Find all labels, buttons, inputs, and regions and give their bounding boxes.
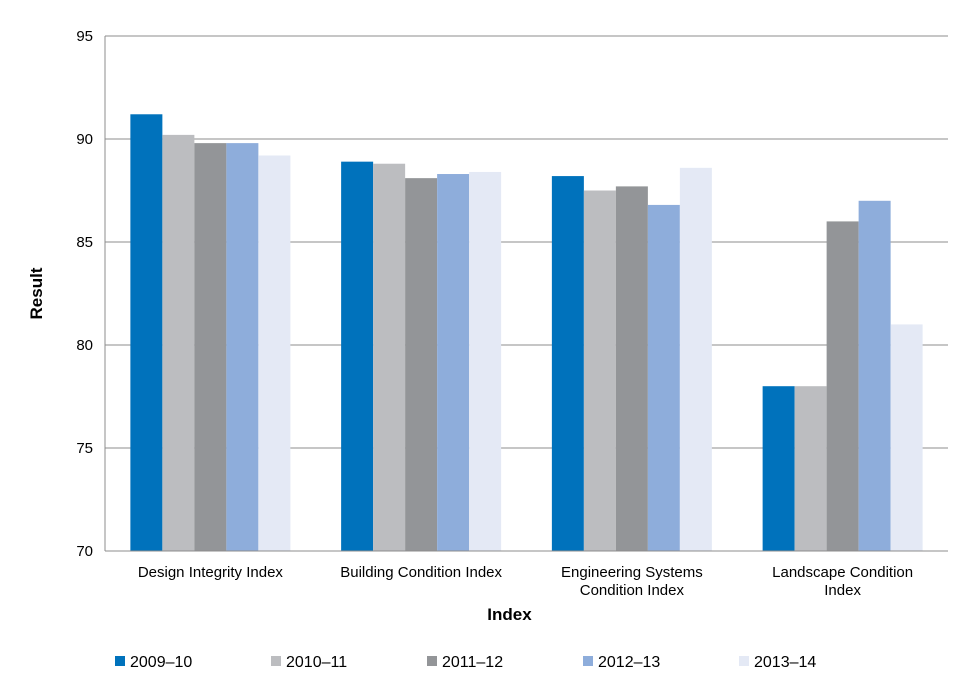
bar (647, 204, 680, 552)
legend-swatch (739, 656, 749, 666)
legend-swatch (427, 656, 437, 666)
bar (405, 178, 438, 551)
bar (762, 386, 795, 551)
y-tick-label: 70 (76, 543, 93, 560)
x-axis-title: Index (487, 605, 532, 624)
bar (583, 190, 616, 551)
bar (437, 174, 470, 551)
legend-label: 2010–11 (286, 654, 347, 671)
y-tick-labels: 70 75 80 85 90 95 (76, 28, 93, 560)
bar (858, 200, 891, 552)
y-tick-label: 80 (76, 337, 93, 354)
legend-label: 2013–14 (754, 654, 816, 671)
x-tick-label: Building Condition Index (340, 564, 502, 581)
bar (890, 324, 923, 551)
legend: 2009–10 2010–11 2011–12 2012–13 2013–14 (115, 654, 816, 671)
legend-label: 2012–13 (598, 654, 660, 671)
x-tick-label: Design Integrity Index (138, 564, 284, 581)
bar (373, 163, 406, 551)
bar (469, 171, 502, 551)
legend-label: 2011–12 (442, 654, 503, 671)
y-tick-label: 85 (76, 234, 93, 251)
y-axis-title: Result (27, 267, 46, 319)
bar (226, 143, 259, 551)
bar (615, 186, 648, 551)
bar (794, 386, 827, 551)
y-tick-label: 75 (76, 440, 93, 457)
bar (258, 155, 291, 552)
bar (194, 143, 227, 551)
bar (679, 167, 712, 551)
x-tick-labels: Design Integrity Index Building Condition… (138, 564, 913, 599)
bar (551, 176, 584, 551)
legend-label: 2009–10 (130, 654, 192, 671)
legend-swatch (115, 656, 125, 666)
bar (130, 114, 163, 551)
y-tick-label: 95 (76, 28, 93, 45)
bar (341, 161, 374, 551)
bar (826, 221, 859, 551)
bars (130, 114, 923, 552)
y-tick-label: 90 (76, 131, 93, 148)
x-tick-label: Landscape Condition Index (772, 564, 913, 599)
legend-swatch (583, 656, 593, 666)
legend-swatch (271, 656, 281, 666)
x-tick-label: Engineering Systems Condition Index (561, 564, 703, 599)
bar (162, 134, 195, 551)
